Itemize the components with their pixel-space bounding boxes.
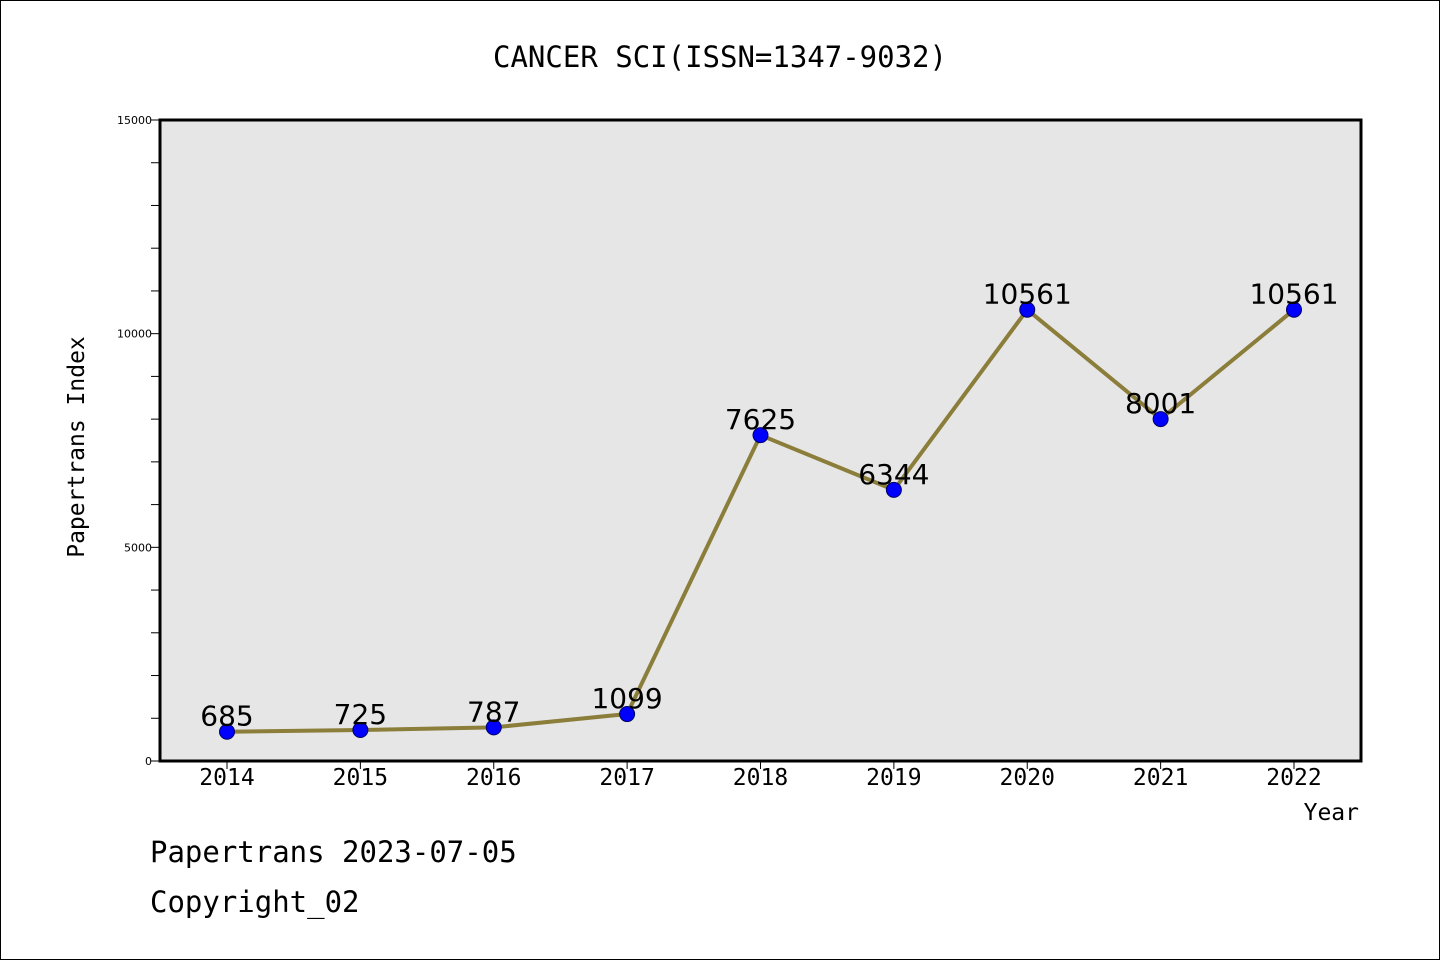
footer-copyright: Copyright_02: [150, 885, 360, 919]
data-labels: 685 725 787 1099 7625 6344 10561 8001 10561: [200, 278, 1338, 733]
data-label: 10561: [983, 278, 1072, 311]
data-point: [752, 427, 769, 444]
x-tick-label: 2014: [199, 765, 254, 791]
data-label: 787: [467, 695, 520, 728]
x-tick-label: 2018: [733, 765, 788, 791]
data-point: [485, 719, 502, 736]
x-tick-label: 2017: [599, 765, 654, 791]
data-point: [1019, 301, 1036, 318]
x-axis-label: Year: [1304, 800, 1359, 826]
y-tick-label: 15000: [117, 114, 152, 127]
chart-title: CANCER SCI(ISSN=1347-9032): [493, 40, 947, 74]
data-point: [352, 722, 369, 739]
x-tick-label: 2022: [1266, 765, 1321, 791]
x-tick-label: 2020: [1000, 765, 1055, 791]
x-tick-label: 2021: [1133, 765, 1188, 791]
data-markers: [219, 301, 1302, 740]
data-point: [219, 723, 235, 740]
footer-date: Papertrans 2023-07-05: [150, 835, 517, 869]
x-axis-ticks: 2014 2015 2016 2017 2018 2019 2020 2021 2022: [199, 761, 1322, 791]
x-tick-label: 2019: [866, 765, 921, 791]
data-point: [885, 481, 902, 498]
data-label: 685: [200, 700, 253, 733]
y-tick-label: 5000: [124, 541, 152, 554]
data-label: 8001: [1125, 387, 1196, 420]
plot-border: [158, 118, 1363, 763]
y-tick-label: 10000: [117, 328, 152, 341]
data-label: 1099: [591, 682, 662, 715]
data-point: [619, 706, 636, 723]
data-point: [1286, 301, 1302, 318]
data-label: 10561: [1249, 278, 1338, 311]
data-label: 7625: [725, 403, 796, 436]
y-tick-label: 0: [145, 755, 152, 768]
data-label: 725: [334, 698, 387, 731]
x-tick-label: 2016: [466, 765, 521, 791]
y-axis-ticks: 0 5000 10000 15000: [117, 114, 160, 768]
data-label: 6344: [858, 458, 929, 491]
x-tick-label: 2015: [333, 765, 388, 791]
data-point: [1152, 411, 1169, 428]
y-axis-label: Papertrans Index: [64, 336, 90, 558]
